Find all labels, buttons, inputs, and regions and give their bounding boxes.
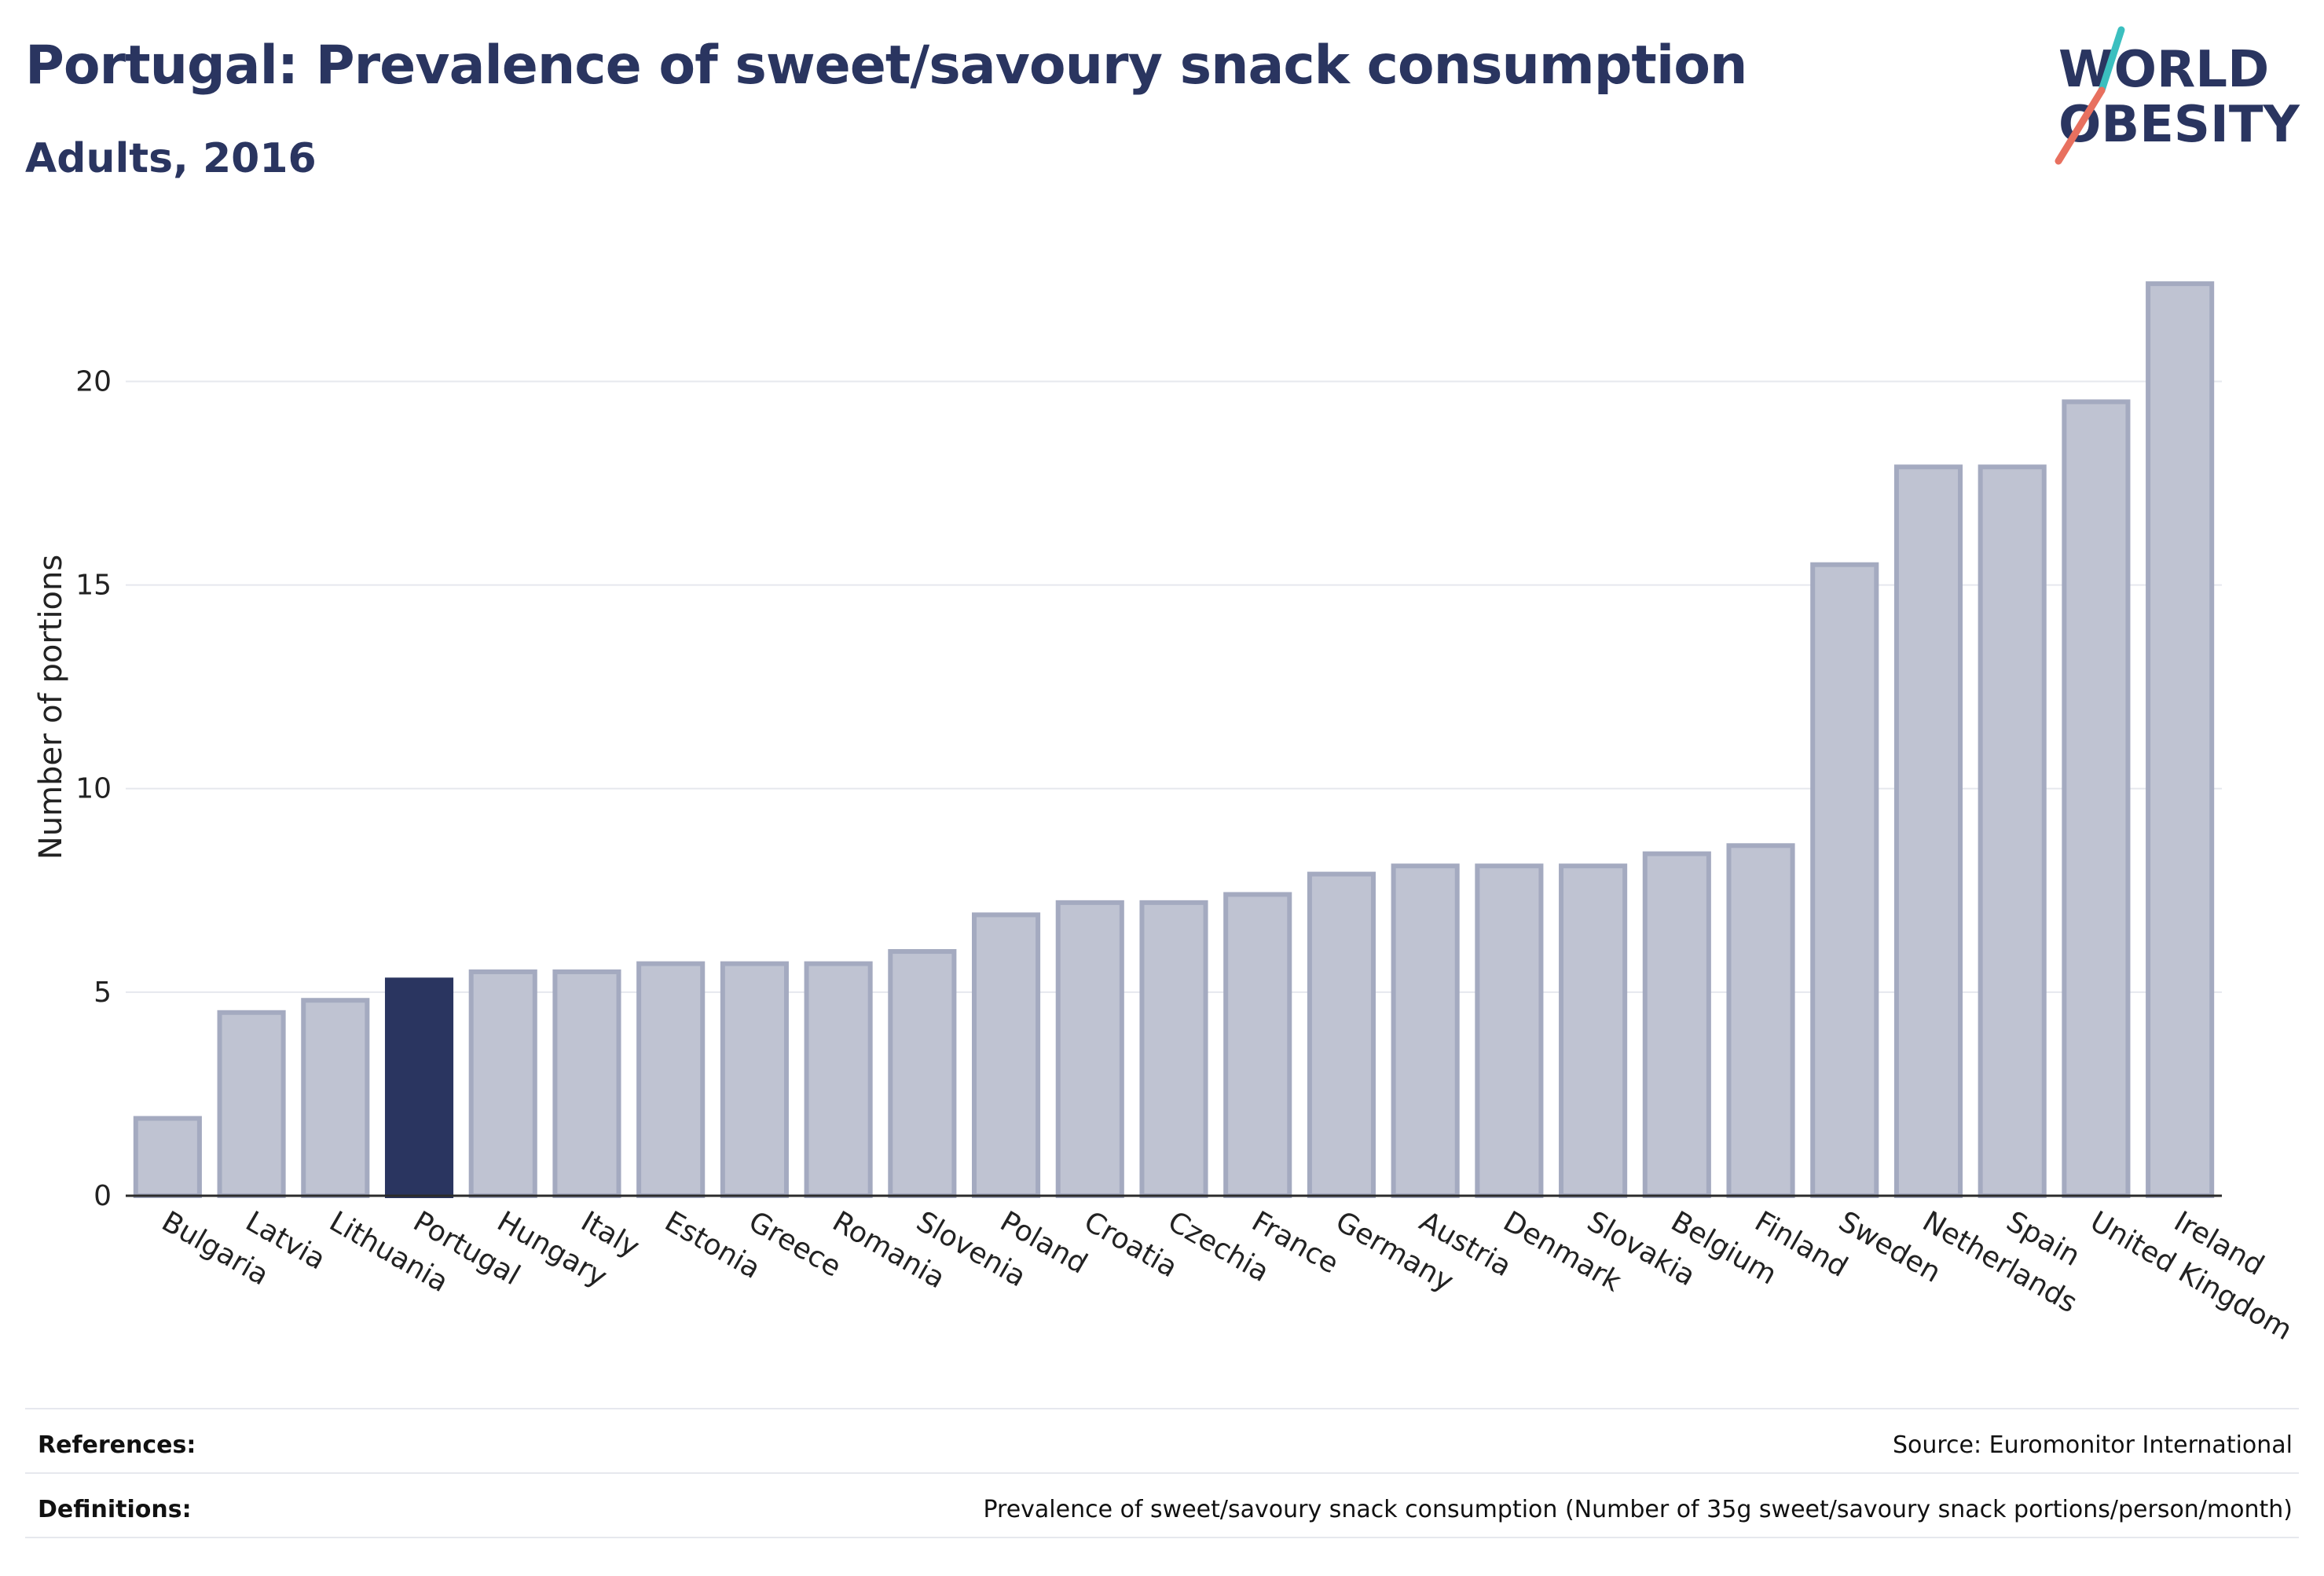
bar-poland [972, 912, 1041, 1199]
y-tick-label: 10 [75, 773, 112, 805]
y-tick-label: 0 [93, 1180, 112, 1212]
bar-italy [552, 969, 621, 1199]
bar-slovakia [1559, 863, 1628, 1199]
x-tick-label: Croatia [1079, 1205, 1183, 1284]
bar-croatia [1055, 900, 1124, 1198]
bar-slovenia [888, 949, 957, 1198]
bars-layer [133, 281, 2215, 1199]
bar-united-kingdom [2062, 399, 2131, 1198]
bar-czechia [1139, 900, 1208, 1198]
bar-finland [1726, 843, 1795, 1198]
y-tick-label: 15 [75, 570, 112, 602]
logo-slash-teal [2098, 26, 2125, 94]
world-obesity-logo: WORLD OBESITY [2055, 26, 2300, 165]
bar-ireland [2146, 281, 2215, 1198]
bar-spain [1978, 464, 2047, 1198]
bar-bulgaria [133, 1116, 202, 1198]
bar-latvia [217, 1010, 286, 1198]
bar-belgium [1642, 851, 1711, 1199]
y-axis-label: Number of portions [33, 555, 69, 859]
bar-netherlands [1893, 464, 1963, 1198]
bar-austria [1391, 863, 1460, 1199]
definitions-label: Definitions: [38, 1496, 192, 1523]
references-value: Source: Euromonitor International [1892, 1431, 2293, 1459]
y-tick-label: 20 [75, 365, 112, 398]
chart-subtitle: Adults, 2016 [25, 135, 317, 182]
y-axis: 0 5 10 15 20 [75, 365, 112, 1212]
y-tick-label: 5 [93, 977, 112, 1009]
bar-greece [720, 961, 789, 1198]
bar-romania [804, 961, 873, 1198]
bar-denmark [1475, 863, 1544, 1199]
x-tick-label: Estonia [659, 1205, 765, 1285]
x-axis: BulgariaLatviaLithuaniaPortugalHungaryIt… [126, 1194, 2297, 1347]
bar-estonia [636, 961, 706, 1198]
references-label: References: [38, 1431, 196, 1459]
bar-lithuania [301, 998, 370, 1198]
bar-germany [1307, 871, 1376, 1198]
footer-divider-middle [25, 1472, 2299, 1474]
logo-line1: WORLD [2058, 41, 2269, 99]
bar-chart: BulgariaLatviaLithuaniaPortugalHungaryIt… [33, 281, 2297, 1347]
bar-portugal [384, 977, 454, 1199]
chart-title: Portugal: Prevalence of sweet/savoury sn… [25, 35, 1747, 97]
logo-slash-red [2055, 86, 2106, 165]
bar-hungary [468, 969, 537, 1199]
footer-divider-bottom [25, 1537, 2299, 1538]
logo-line2: OBESITY [2058, 96, 2300, 154]
definitions-value: Prevalence of sweet/savoury snack consum… [983, 1496, 2293, 1523]
x-tick-label: Greece [743, 1205, 846, 1284]
bar-france [1223, 892, 1292, 1198]
bar-sweden [1810, 562, 1879, 1198]
footer-divider-top [25, 1408, 2299, 1409]
